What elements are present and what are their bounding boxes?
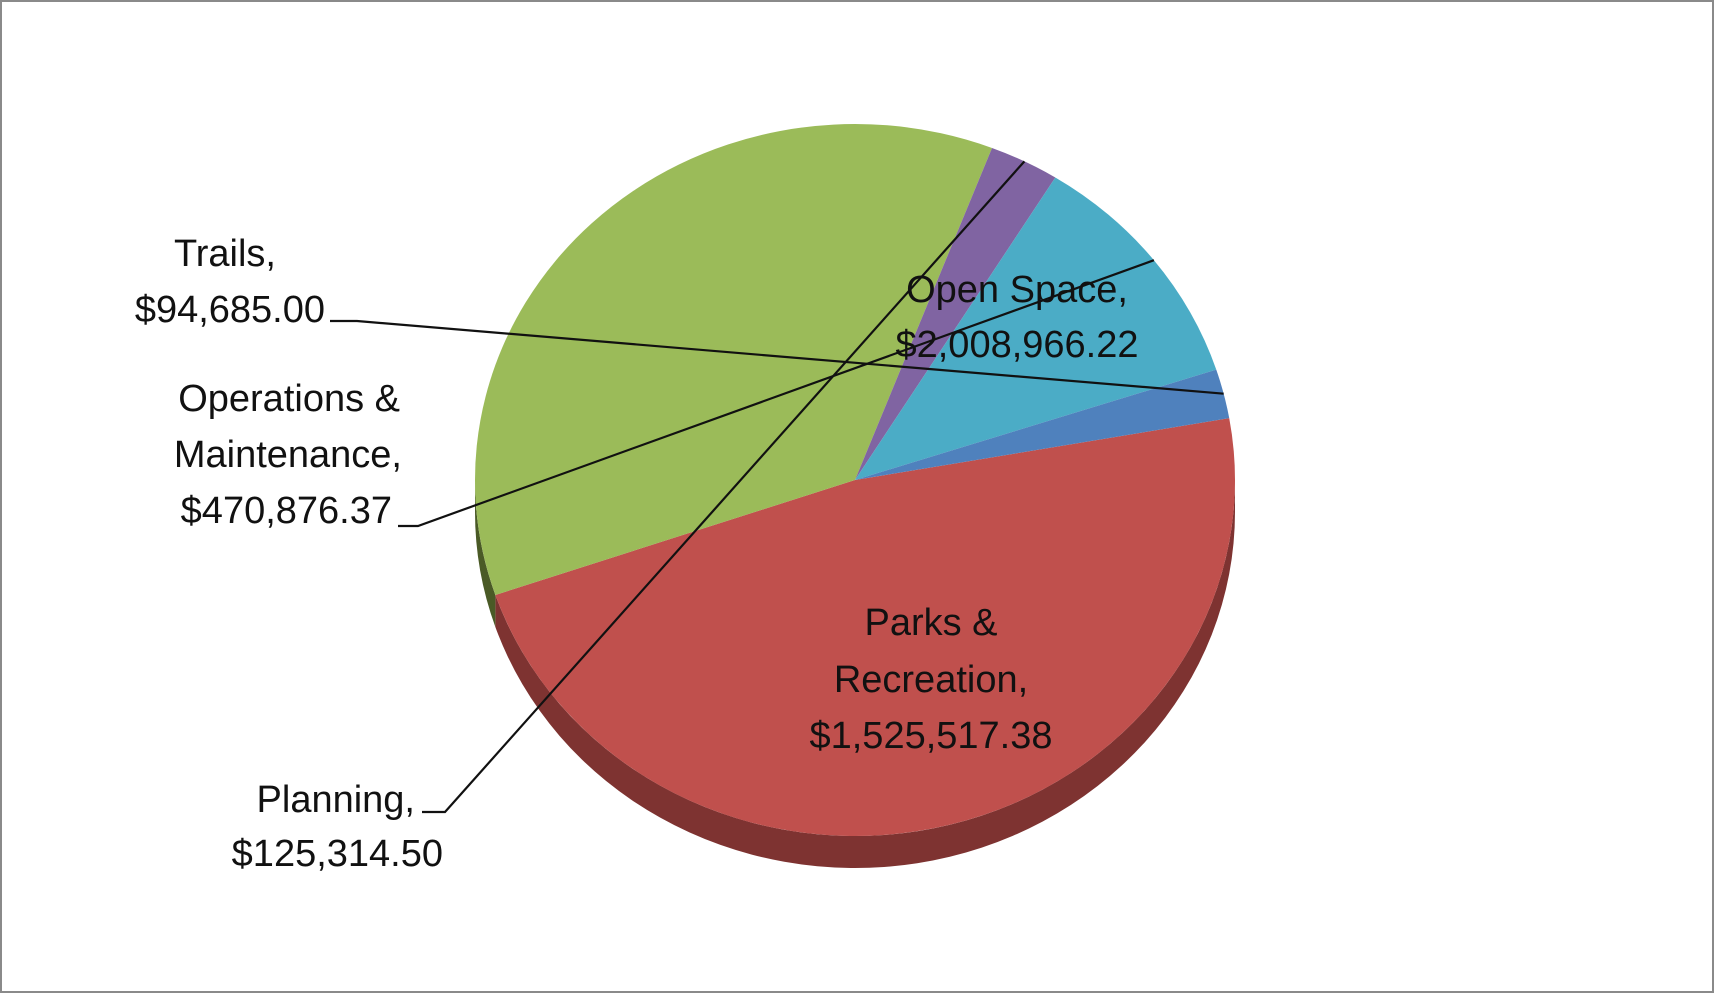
label-operations-name-line1: Operations & xyxy=(178,378,400,420)
pie-depth-layer xyxy=(475,480,1236,869)
pie-slice-trails xyxy=(855,369,1230,480)
label-parks-name-line2: Recreation, xyxy=(834,659,1028,701)
leader-line-operations-maintenance xyxy=(398,259,1155,528)
pie-slice-operations-maintenance xyxy=(855,177,1217,481)
label-parks-value: $1,525,517.38 xyxy=(809,715,1052,757)
label-open-space-name: Open Space, xyxy=(906,269,1128,311)
pie-slice-open-space xyxy=(495,418,1236,836)
leader-lines xyxy=(330,160,1224,814)
label-operations-value: $470,876.37 xyxy=(181,490,392,532)
label-planning-name: Planning, xyxy=(257,779,415,821)
label-open-space-value: $2,008,966.22 xyxy=(895,324,1138,366)
label-parks-name-line1: Parks & xyxy=(864,602,997,644)
label-trails-value: $94,685.00 xyxy=(135,289,325,331)
label-planning-value: $125,314.50 xyxy=(232,833,443,875)
label-operations-name-line2: Maintenance, xyxy=(174,434,402,476)
pie-side-parks-recreation xyxy=(475,480,496,627)
leader-line-trails xyxy=(330,319,1224,395)
label-trails-name: Trails, xyxy=(174,233,276,275)
leader-line-planning xyxy=(422,160,1026,814)
pie-top-layer xyxy=(474,123,1236,836)
pie-slice-planning xyxy=(855,147,1056,480)
pie-slice-parks-recreation xyxy=(474,123,993,595)
